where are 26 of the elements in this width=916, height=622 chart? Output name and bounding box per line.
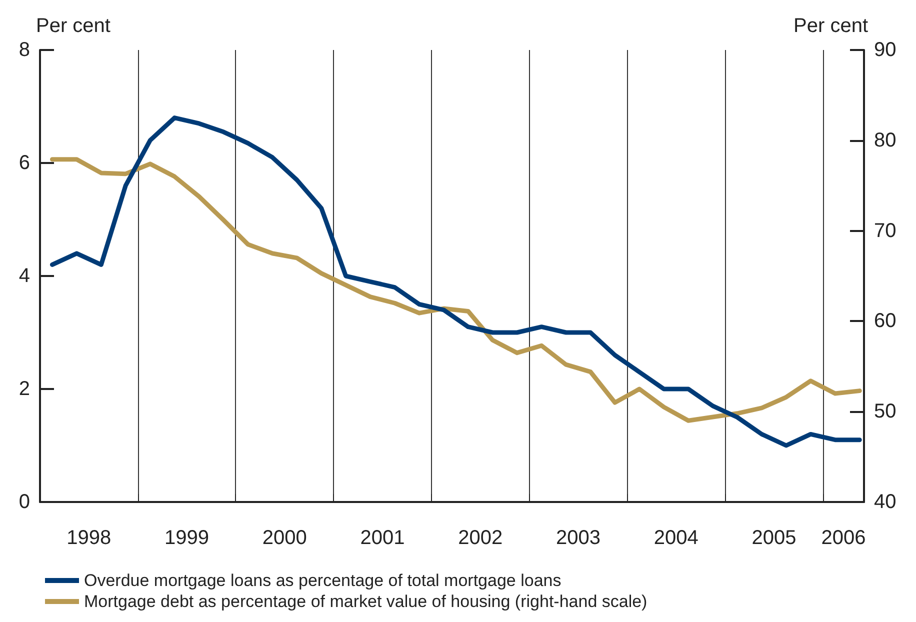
y2-axis-title: Per cent — [794, 15, 868, 37]
x-tick-label: 2001 — [360, 527, 405, 549]
y-tick-label: 2 — [18, 378, 30, 400]
x-tick-label: 2003 — [556, 527, 600, 549]
x-tick-label: 1999 — [164, 527, 210, 549]
y2-tick-label: 40 — [874, 491, 896, 513]
y2-tick-label: 80 — [874, 129, 896, 152]
y2-tick-label: 60 — [874, 310, 896, 332]
x-tick-label: 2006 — [821, 527, 866, 549]
y2-tick-label: 90 — [874, 39, 896, 61]
y2-tick-label: 50 — [874, 400, 896, 423]
y-tick-label: 4 — [18, 265, 30, 287]
y2-tick-label: 70 — [874, 220, 896, 242]
line-series — [50, 157, 862, 423]
y-tick-label: 6 — [18, 152, 30, 174]
y-tick-label: 0 — [18, 491, 30, 513]
x-tick-label: 1998 — [66, 527, 112, 549]
y-axis-title: Per cent — [36, 15, 111, 37]
legend-label: Overdue mortgage loans as percentage of total mortgage loans — [84, 571, 562, 590]
line-series — [50, 116, 862, 448]
legend-label: Mortgage debt as percentage of market value of housing (right-hand scale) — [84, 592, 648, 611]
x-tick-label: 2000 — [262, 527, 307, 549]
x-tick-label: 2004 — [654, 527, 698, 549]
x-tick-label: 2005 — [752, 527, 796, 549]
y-tick-label: 8 — [18, 39, 30, 61]
x-tick-label: 2002 — [458, 527, 503, 549]
